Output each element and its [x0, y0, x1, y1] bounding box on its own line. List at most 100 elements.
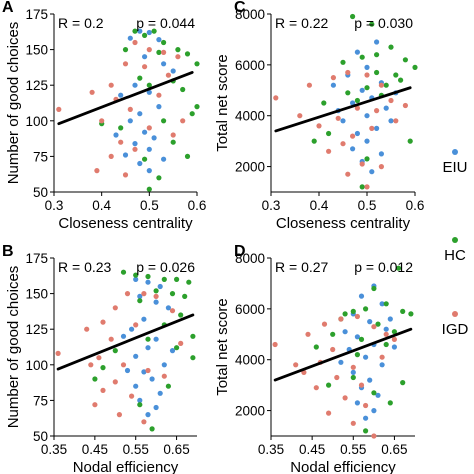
data-point: [354, 352, 360, 358]
data-point: [350, 100, 356, 106]
data-point: [112, 305, 118, 311]
data-point: [146, 168, 152, 174]
data-point: [363, 402, 369, 409]
data-point: [379, 301, 385, 307]
data-point: [56, 106, 62, 112]
data-point: [161, 373, 167, 379]
data-point: [297, 113, 303, 119]
data-point: [371, 390, 377, 396]
data-point: [88, 362, 94, 368]
data-point: [293, 362, 299, 368]
data-point: [129, 393, 135, 399]
data-point: [153, 293, 159, 299]
data-point: [169, 308, 176, 314]
data-point: [141, 291, 147, 297]
data-point: [127, 35, 133, 41]
x-tick-label: 0.65: [163, 442, 189, 457]
data-point: [137, 293, 143, 299]
data-point: [182, 293, 188, 299]
data-point: [340, 141, 346, 147]
data-point: [99, 118, 105, 124]
data-point: [313, 385, 319, 391]
data-point: [156, 92, 162, 98]
r-annotation: R = 0.22: [275, 15, 329, 31]
data-point: [156, 37, 162, 43]
y-tick-label: 150: [25, 43, 48, 58]
data-point: [364, 156, 370, 162]
data-point: [400, 308, 406, 314]
data-point: [369, 125, 375, 131]
data-point: [145, 279, 151, 285]
data-point: [149, 426, 155, 432]
data-point: [156, 175, 162, 181]
data-point: [120, 269, 127, 275]
data-point: [84, 326, 90, 332]
series-hc: [311, 13, 418, 190]
data-point: [108, 153, 114, 159]
series-eiu: [330, 39, 399, 175]
data-point: [354, 400, 360, 406]
data-point: [350, 308, 356, 314]
data-point: [378, 151, 384, 157]
data-point: [363, 428, 369, 434]
data-point: [345, 171, 351, 177]
data-point: [122, 47, 129, 53]
data-point: [334, 374, 340, 381]
data-point: [326, 410, 332, 416]
data-point: [395, 265, 402, 271]
data-point: [273, 95, 279, 101]
data-point: [122, 61, 129, 67]
data-point: [133, 276, 139, 282]
panel-label: B: [2, 243, 14, 260]
data-point: [170, 139, 176, 145]
data-point: [407, 138, 413, 144]
panel-label: A: [2, 0, 14, 16]
data-point: [122, 152, 129, 158]
legend-marker: [452, 237, 458, 243]
r-annotation: R = 0.27: [275, 259, 329, 275]
data-point: [354, 105, 360, 111]
data-point: [127, 106, 133, 112]
p-annotation: p = 0.026: [136, 259, 195, 275]
data-point: [345, 90, 351, 96]
data-point: [388, 118, 394, 124]
data-point: [165, 72, 171, 78]
x-tick-label: 0.5: [140, 198, 159, 213]
panel-b: B 50 75 100 125 150 175 0.35 0.45 0.55 0.65 Nodal e…: [2, 243, 197, 474]
data-point: [156, 104, 162, 110]
data-point: [364, 138, 370, 144]
data-point: [161, 156, 167, 162]
data-point: [112, 348, 118, 354]
data-point: [132, 82, 138, 88]
data-point: [367, 319, 373, 325]
data-point: [100, 365, 106, 371]
data-point: [383, 82, 389, 88]
y-tick-label: 6000: [235, 302, 265, 317]
data-point: [350, 364, 356, 370]
legend-marker: [452, 149, 458, 155]
data-point: [398, 77, 404, 83]
data-point: [151, 28, 157, 34]
data-point: [145, 412, 151, 418]
data-point: [374, 39, 380, 45]
data-point: [326, 382, 332, 388]
legend-item-igd: IGD: [442, 311, 468, 338]
data-point: [342, 395, 348, 401]
data-point: [363, 415, 369, 421]
data-point: [141, 316, 147, 322]
legend-marker: [452, 311, 458, 317]
y-tick-label: 75: [33, 149, 48, 164]
data-point: [133, 322, 139, 328]
data-point: [400, 380, 406, 386]
data-point: [122, 172, 129, 178]
data-point: [133, 353, 139, 359]
data-point: [137, 402, 143, 408]
data-point: [124, 367, 131, 374]
data-point: [321, 321, 328, 327]
data-point: [89, 89, 95, 95]
data-point: [169, 348, 176, 354]
data-point: [374, 52, 380, 58]
data-point: [321, 100, 327, 106]
data-point: [161, 39, 167, 46]
y-tick-label: 100: [25, 114, 48, 129]
